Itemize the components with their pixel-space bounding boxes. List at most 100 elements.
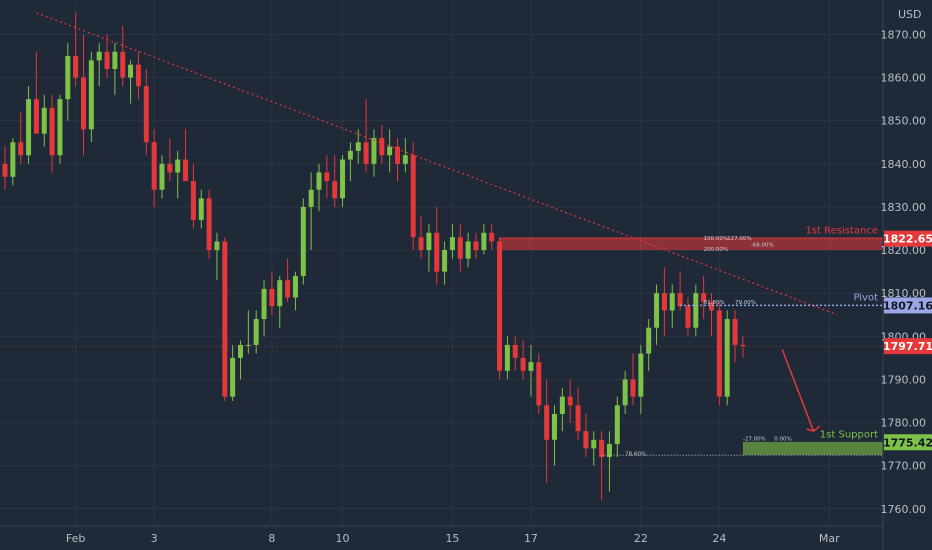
candle-body [693, 293, 699, 328]
support-label: 1st Support [820, 429, 878, 440]
candle-body [646, 327, 652, 354]
candle-body [57, 99, 63, 156]
y-tick-label: 1870.00 [881, 28, 927, 41]
candle-body [724, 319, 730, 397]
x-tick-label: 10 [336, 532, 350, 545]
fib-level-label: -68.00% [751, 243, 774, 249]
fib-level-label: 61.80% [704, 300, 725, 306]
candles [2, 12, 746, 501]
candle-body [740, 344, 746, 347]
candle-body [387, 146, 393, 156]
candle-body [552, 413, 557, 440]
y-tick-label: 1850.00 [881, 115, 927, 128]
price-badges: 1822.65 1807.16 1797.71 1775.42 [883, 230, 932, 451]
candle-body [159, 163, 165, 190]
candle-body [120, 51, 126, 78]
resistance-zone [499, 237, 883, 251]
candle-body [277, 280, 283, 307]
candle-body [434, 232, 440, 272]
candle-body [591, 439, 597, 449]
candle-body [10, 142, 16, 177]
candle-body [33, 99, 39, 134]
candle-body [214, 241, 220, 251]
y-tick-label: 1830.00 [881, 201, 927, 214]
current-price-badge-value: 1797.71 [883, 340, 932, 353]
candle-body [340, 159, 346, 199]
candle-body [347, 150, 353, 160]
candle-body [300, 206, 306, 276]
x-tick-label: 24 [712, 532, 726, 545]
resistance-badge [884, 230, 932, 247]
candle-body [410, 155, 416, 238]
candle-body [630, 379, 636, 397]
candle-body [65, 56, 71, 100]
candle-body [426, 232, 432, 251]
candle-body [599, 439, 605, 458]
candle-body [481, 232, 487, 251]
candle-body [261, 288, 267, 320]
support-badge [884, 434, 932, 451]
x-tick-label: Feb [66, 532, 85, 545]
candle-body [73, 56, 79, 78]
candle-body [253, 319, 259, 345]
y-tick-label: 1820.00 [881, 244, 927, 257]
candle-body [716, 310, 722, 397]
candle-body [638, 353, 644, 397]
candle-body [222, 241, 228, 397]
candle-body [151, 142, 157, 190]
current-price-badge [884, 338, 932, 355]
candle-body [112, 51, 118, 69]
time-axis[interactable]: Feb 3 8 10 15 17 22 24 Mar [66, 532, 840, 545]
candle-body [308, 189, 314, 207]
fib-level-label: 0.00% [774, 437, 791, 443]
candle-body [285, 280, 291, 298]
y-tick-label: 1810.00 [881, 287, 927, 300]
candle-body [143, 86, 149, 143]
fib-level-label: 100.00% [704, 236, 728, 242]
candle-body [26, 99, 32, 156]
candle-body [316, 172, 322, 190]
candle-body [732, 319, 738, 345]
x-tick-label: 17 [524, 532, 538, 545]
x-tick-label: 15 [445, 532, 459, 545]
candle-body [504, 344, 510, 371]
candle-body [355, 142, 361, 151]
candle-body [512, 344, 518, 358]
price-axis[interactable]: 1870.00 1860.00 1850.00 1840.00 1830.00 1820.… [881, 28, 927, 515]
candle-body [238, 344, 243, 358]
overlays: 1st Resistance Pivot 1st Support 100.00% 127… [0, 12, 883, 457]
candle-body [418, 237, 424, 251]
candle-body [41, 107, 47, 134]
candle-body [661, 293, 667, 311]
candle-body [245, 344, 251, 346]
y-tick-label: 1860.00 [881, 72, 927, 85]
candle-body [81, 77, 86, 130]
candle-body [544, 405, 550, 440]
candle-body [2, 163, 8, 177]
candle-body [559, 396, 565, 414]
candle-body [669, 293, 675, 311]
fib-level-label: 79.00% [735, 300, 756, 306]
candle-body [614, 405, 620, 445]
fib-level-label: 127.00% [727, 236, 751, 242]
fib-level-label: 78.60% [625, 451, 646, 457]
y-tick-label: 1840.00 [881, 158, 927, 171]
candle-body [622, 379, 628, 406]
y-tick-label: 1770.00 [881, 460, 927, 473]
candle-body [363, 142, 369, 164]
candle-body [49, 107, 55, 156]
candle-body [528, 362, 534, 371]
candle-body [183, 159, 189, 182]
candle-body [190, 181, 196, 220]
candle-body [473, 241, 479, 251]
candle-body [135, 64, 141, 87]
candle-body [88, 60, 94, 130]
candle-body [449, 237, 455, 251]
candle-body [654, 293, 660, 328]
projection-arrow-line [781, 348, 815, 432]
candle-body [442, 250, 448, 272]
resistance-badge-value: 1822.65 [883, 233, 932, 246]
candle-body [128, 64, 134, 78]
candle-body [18, 142, 24, 156]
